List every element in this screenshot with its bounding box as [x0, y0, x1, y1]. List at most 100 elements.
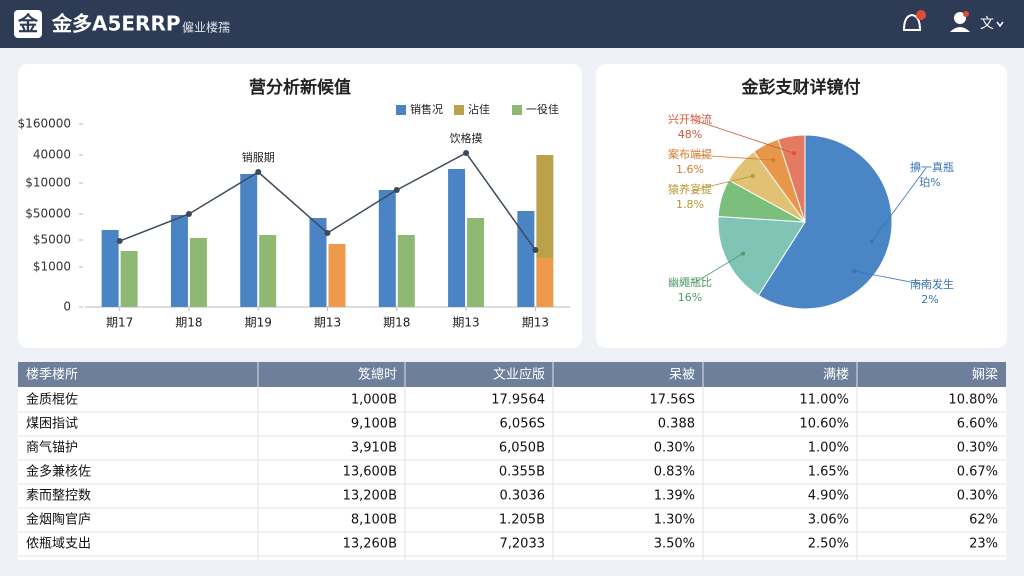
leader-dot — [740, 251, 745, 256]
user-icon — [954, 12, 966, 24]
table-cell: 0.83% — [654, 465, 695, 480]
table-cell: 3.06% — [808, 513, 849, 528]
table-cell: 侬瓶域支出 — [26, 537, 91, 552]
leader-line — [854, 270, 927, 286]
table-cell: 13,260B — [343, 537, 397, 552]
x-tick-label: 期18 — [175, 316, 202, 330]
column-header: 文业应版 — [493, 367, 545, 383]
column-header: 楼季楼所 — [26, 368, 78, 383]
column-header: 满楼 — [823, 368, 849, 383]
legend-label: 沾佳 — [468, 102, 490, 116]
table-header — [18, 362, 1006, 387]
bar — [189, 238, 207, 307]
trend-point — [463, 150, 470, 156]
table-cell: 62% — [969, 513, 998, 528]
bar — [448, 169, 466, 307]
table-cell: 金烟陶官庐 — [26, 512, 91, 528]
pie-label: 擤一真瓶 — [910, 160, 954, 174]
pie-slice — [757, 134, 893, 310]
legend-swatch — [396, 105, 406, 115]
leader-dot — [792, 151, 797, 156]
y-tick-label: $50000 — [25, 207, 71, 221]
table-card — [18, 362, 1006, 560]
table-cell: 11.00% — [799, 393, 849, 408]
table-cell: 9,100B — [351, 417, 397, 432]
table-cell: 4.90% — [808, 489, 849, 504]
leader-line — [693, 154, 774, 161]
column-header: 笈總时 — [358, 367, 397, 383]
bar — [170, 215, 188, 307]
y-tick-label: $5000 — [33, 233, 71, 247]
x-tick-label: 期13 — [522, 316, 549, 330]
y-tick-label: $1000 — [33, 260, 71, 274]
top-bar — [0, 0, 1024, 48]
pie-label: 南南发生 — [910, 277, 954, 291]
table-cell: 0.67% — [957, 465, 998, 480]
trend-point — [255, 169, 262, 175]
trend-point — [324, 230, 331, 236]
column-header: 娴梁 — [972, 368, 998, 383]
bar-title: 营分析新候值 — [249, 77, 351, 98]
bar — [120, 251, 138, 307]
bar — [517, 211, 535, 307]
annotation: 饮格摸 — [450, 131, 483, 145]
logo: 金 — [17, 12, 39, 36]
user-button[interactable]: 文 — [950, 11, 1004, 32]
table-cell: 6.60% — [957, 417, 998, 432]
leader-dot — [852, 269, 857, 274]
table-cell: 素而整控数 — [26, 489, 91, 504]
badge — [916, 10, 926, 20]
user-icon-body — [950, 27, 970, 32]
y-tick-label: 40000 — [33, 148, 71, 162]
table-cell: 17.56S — [650, 393, 695, 408]
table-cell: 0.30% — [957, 489, 998, 504]
x-tick-label: 期17 — [106, 316, 133, 330]
pie-slice — [717, 216, 806, 297]
pie-percent: 1.6% — [676, 163, 704, 176]
leader-line — [693, 253, 744, 284]
legend-label: 一役佳 — [526, 102, 559, 116]
pie-label: 猿养宴提 — [668, 182, 712, 196]
table-cell: 0.3036 — [500, 489, 546, 504]
leader-dot — [771, 157, 776, 162]
chevron — [996, 21, 1004, 28]
pie-percent: 1.8% — [676, 198, 704, 211]
table-cell: 金质棍佐 — [26, 392, 78, 408]
table-cell: 3.50% — [654, 537, 695, 552]
trend-point — [185, 211, 192, 217]
leader-line — [693, 175, 753, 191]
bar — [309, 218, 327, 307]
table-cell: 17.9564 — [491, 393, 545, 408]
x-tick-label: 期13 — [452, 316, 479, 330]
trend-point — [532, 247, 539, 253]
pie-label: 兴开物流 — [668, 112, 712, 126]
table-cell: 1.30% — [654, 513, 695, 528]
table-cell: 0.30% — [654, 441, 695, 456]
table-cell: 0.355B — [499, 465, 545, 480]
table-cell: 1.39% — [654, 489, 695, 504]
bar-card — [18, 64, 582, 348]
bar — [378, 190, 396, 307]
app-title: 金多A5ERRP — [51, 12, 181, 36]
trend-point — [116, 238, 123, 244]
annotation: 销服期 — [242, 150, 275, 164]
pie-percent: 16% — [678, 291, 702, 304]
notification-button[interactable] — [902, 10, 926, 31]
table-cell: 3,910B — [351, 441, 397, 456]
user-name: 文 — [980, 16, 994, 32]
leader-dot — [869, 239, 874, 244]
table-cell: 23% — [969, 537, 998, 552]
table-cell: 7,2033 — [500, 537, 546, 552]
table-cell: 10.80% — [948, 393, 998, 408]
y-tick-label: $160000 — [18, 117, 71, 131]
legend-label: 销售况 — [410, 102, 443, 116]
user-badge — [963, 11, 969, 17]
table-cell: 1.00% — [808, 441, 849, 456]
bell-icon — [902, 13, 922, 31]
table-cell: 13,600B — [343, 465, 397, 480]
bar — [467, 218, 485, 307]
pie-label: 幽繩瓶比 — [668, 275, 712, 289]
table-cell: 金多兼核佐 — [26, 464, 91, 480]
app-subtitle: 僱业楼孺 — [182, 20, 230, 35]
